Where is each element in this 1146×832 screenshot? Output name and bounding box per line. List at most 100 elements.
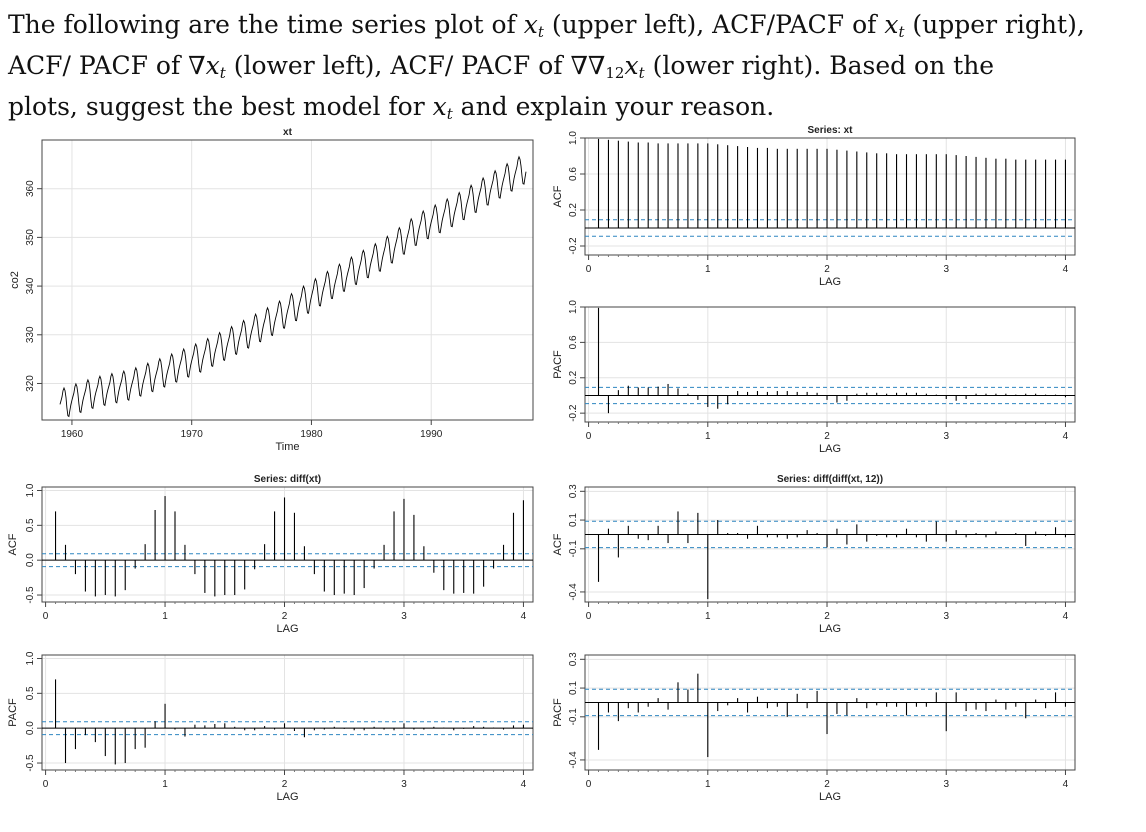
math-sub: t (219, 64, 226, 82)
math-sub: 12 (605, 64, 625, 82)
question-line-1: The following are the time series plot o… (8, 8, 1128, 49)
chart-title: Series: xt (807, 125, 853, 136)
x-tick-label: 1 (162, 779, 168, 790)
y-tick-label: 340 (25, 277, 36, 294)
plot-frame (584, 306, 1076, 423)
y-tick-label: 350 (25, 229, 36, 246)
x-tick-label: 1990 (420, 429, 443, 440)
y-tick-label: 360 (25, 180, 36, 197)
y-tick-label: -0.5 (25, 754, 36, 772)
x-tick-label: 2 (824, 611, 830, 622)
y-tick-label: -0.4 (568, 583, 579, 601)
x-axis-label: Time (275, 441, 299, 453)
y-tick-label: 1.0 (25, 651, 36, 665)
x-tick-label: 1980 (300, 429, 323, 440)
x-tick-label: 0 (586, 779, 592, 790)
y-axis-label: PACF (552, 698, 564, 727)
text-run: (lower right). Based on the (644, 51, 995, 80)
y-axis-label: co2 (9, 271, 21, 289)
x-tick-label: 4 (521, 611, 527, 622)
y-tick-label: 0.2 (568, 203, 579, 217)
question-text: The following are the time series plot o… (8, 8, 1128, 131)
y-tick-label: -0.2 (568, 404, 579, 422)
x-tick-label: 1 (705, 264, 711, 275)
x-tick-label: 4 (1063, 431, 1069, 442)
y-axis-label: ACF (552, 185, 564, 207)
y-axis-label: PACF (552, 350, 564, 379)
x-tick-label: 4 (1063, 611, 1069, 622)
x-axis-label: LAG (819, 276, 841, 288)
plot-frame (41, 486, 534, 603)
question-line-3: plots, suggest the best model for xt and… (8, 90, 1128, 131)
x-tick-label: 2 (824, 431, 830, 442)
x-tick-label: 3 (401, 779, 407, 790)
x-tick-label: 3 (943, 264, 949, 275)
math-var: x (624, 51, 639, 80)
x-tick-label: 3 (401, 611, 407, 622)
x-tick-label: 2 (282, 779, 288, 790)
y-tick-label: 320 (25, 375, 36, 392)
chart-xt_acf: 0 1 2 3 4 -0.2 0.2 0.6 1.0 Series: xt LAG ACF (552, 125, 1076, 288)
math-var: x (884, 10, 899, 39)
text-run: and explain your reason. (452, 92, 775, 121)
x-tick-label: 1 (705, 611, 711, 622)
x-tick-label: 3 (943, 431, 949, 442)
y-tick-label: 0.6 (568, 335, 579, 349)
plot-frame (41, 654, 534, 771)
y-tick-label: -0.5 (25, 586, 36, 604)
x-tick-label: 0 (586, 264, 592, 275)
math-sub: t (537, 23, 544, 41)
y-tick-label: 0.5 (25, 518, 36, 532)
x-axis-label: LAG (819, 791, 841, 803)
x-tick-label: 1 (162, 611, 168, 622)
text-run: (upper right), (904, 10, 1085, 39)
math-var: x (205, 51, 220, 80)
y-tick-label: 1.0 (568, 300, 579, 314)
x-tick-label: 1970 (181, 429, 204, 440)
plot-frame (584, 654, 1076, 771)
x-axis-label: LAG (276, 791, 298, 803)
y-tick-label: 0.2 (568, 370, 579, 384)
text-run: plots, suggest the best model for (8, 92, 433, 121)
chart-sdxt_pacf: 0 1 2 3 4 -0.4 -0.1 0.1 0.3 LAG PACF (552, 652, 1076, 803)
chart-dxt_pacf: 0 1 2 3 4 -0.5 0.0 0.5 1.0 LAG PACF (7, 651, 534, 803)
x-axis-label: LAG (276, 623, 298, 635)
x-tick-label: 2 (824, 779, 830, 790)
y-tick-label: 0.3 (568, 484, 579, 498)
x-tick-label: 1 (705, 779, 711, 790)
chart-title: xt (283, 127, 293, 138)
series-line (59, 155, 527, 418)
chart-title: Series: diff(diff(xt, 12)) (777, 474, 883, 485)
x-tick-label: 3 (943, 779, 949, 790)
y-tick-label: -0.4 (568, 751, 579, 769)
x-axis-label: LAG (819, 443, 841, 455)
y-tick-label: 330 (25, 326, 36, 343)
chart-title: Series: diff(xt) (254, 474, 321, 485)
plot-frame (584, 486, 1076, 603)
y-tick-label: 0.3 (568, 652, 579, 666)
x-tick-label: 0 (43, 611, 49, 622)
x-tick-label: 0 (586, 431, 592, 442)
x-axis-label: LAG (819, 623, 841, 635)
text-run: (upper left), ACF/PACF of (543, 10, 885, 39)
y-tick-label: -0.1 (568, 708, 579, 726)
question-line-2: ACF/ PACF of ∇xt (lower left), ACF/ PACF… (8, 49, 1128, 90)
plot-frame (584, 137, 1076, 256)
x-tick-label: 0 (586, 611, 592, 622)
y-tick-label: 1.0 (568, 131, 579, 145)
text-run: The following are the time series plot o… (8, 10, 524, 39)
x-tick-label: 1960 (61, 429, 84, 440)
x-tick-label: 2 (824, 264, 830, 275)
y-tick-label: 0.1 (568, 513, 579, 527)
y-tick-label: -0.1 (568, 540, 579, 558)
y-tick-label: -0.2 (568, 237, 579, 255)
x-tick-label: 0 (43, 779, 49, 790)
y-axis-label: PACF (7, 698, 19, 727)
x-tick-label: 3 (943, 611, 949, 622)
text-run: ACF/ PACF of ∇ (8, 51, 206, 80)
y-tick-label: 0.5 (25, 686, 36, 700)
chart-dxt_acf: 0 1 2 3 4 -0.5 0.0 0.5 1.0 Series: diff(xt) LAG ACF (7, 474, 534, 635)
math-sub: t (898, 23, 905, 41)
y-tick-label: 0.0 (25, 553, 36, 567)
